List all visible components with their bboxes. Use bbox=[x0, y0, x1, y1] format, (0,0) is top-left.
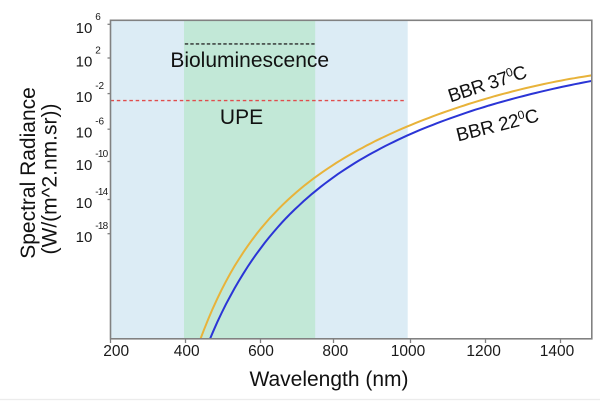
svg-text:1000: 1000 bbox=[391, 343, 426, 360]
svg-text:1400: 1400 bbox=[540, 343, 575, 360]
svg-text:-18: -18 bbox=[95, 221, 108, 232]
svg-text:10: 10 bbox=[76, 54, 93, 71]
svg-text:-6: -6 bbox=[95, 117, 104, 128]
svg-text:10: 10 bbox=[76, 229, 93, 246]
svg-text:Bioluminescence: Bioluminescence bbox=[170, 49, 329, 72]
svg-text:800: 800 bbox=[322, 343, 348, 360]
svg-text:2: 2 bbox=[95, 46, 101, 57]
svg-text:Spectral Radiance: Spectral Radiance bbox=[17, 87, 40, 259]
svg-text:UPE: UPE bbox=[220, 106, 263, 129]
svg-text:6: 6 bbox=[95, 12, 101, 23]
svg-text:200: 200 bbox=[103, 343, 129, 360]
svg-text:-2: -2 bbox=[95, 81, 104, 92]
svg-text:10: 10 bbox=[76, 89, 93, 106]
svg-text:400: 400 bbox=[174, 343, 200, 360]
svg-text:10: 10 bbox=[76, 195, 93, 212]
svg-text:(W/(m^2.nm.sr)): (W/(m^2.nm.sr)) bbox=[39, 104, 62, 255]
svg-text:Wavelength (nm): Wavelength (nm) bbox=[249, 368, 408, 391]
svg-text:600: 600 bbox=[248, 343, 274, 360]
svg-text:1200: 1200 bbox=[466, 343, 501, 360]
svg-text:10: 10 bbox=[76, 157, 93, 174]
svg-text:10: 10 bbox=[76, 20, 93, 37]
svg-text:10: 10 bbox=[76, 125, 93, 142]
svg-text:-14: -14 bbox=[95, 187, 108, 198]
svg-text:-10: -10 bbox=[95, 149, 108, 160]
